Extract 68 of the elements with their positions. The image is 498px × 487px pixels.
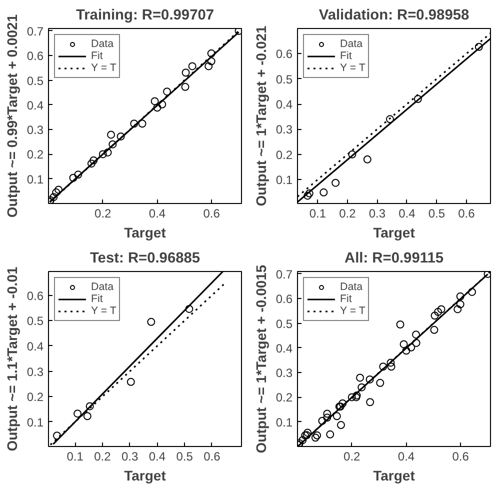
legend-label: Data [91, 38, 114, 50]
y-tick-label: 0.4 [26, 98, 44, 112]
y-tick-label: 0.5 [26, 74, 44, 88]
x-tick-label: 0.3 [121, 450, 138, 464]
x-tick-label: 0.6 [204, 450, 221, 464]
legend-label: Fit [340, 50, 353, 62]
y-tick-label: 0.7 [276, 267, 293, 282]
legend-label: Y = T [91, 305, 116, 317]
x-axis-title: Target [373, 224, 416, 240]
y-tick-label: 0.1 [26, 415, 44, 430]
x-axis-title: Target [124, 468, 166, 484]
x-tick-label: 0.4 [148, 450, 166, 464]
y-tick-label: 0.7 [26, 24, 44, 38]
y-tick-label: 0.2 [276, 148, 293, 162]
y-tick-label: 0.1 [26, 172, 44, 186]
y-tick-label: 0.3 [26, 123, 44, 138]
y-tick-label: 0.3 [26, 364, 44, 379]
x-tick-label: 0.2 [94, 450, 112, 464]
y-tick-label: 0.2 [26, 390, 44, 404]
chart-title: Validation: R=0.98958 [318, 8, 470, 24]
y-axis-title: Output ~= 0.99*Target + 0.0021 [4, 14, 20, 218]
x-tick-label: 0.6 [458, 206, 476, 220]
y-tick-label: 0.4 [276, 341, 293, 356]
x-tick-label: 0.3 [368, 206, 386, 220]
x-tick-label: 0.2 [339, 206, 356, 220]
x-axis-title: Target [124, 224, 166, 240]
legend-label: Data [340, 281, 363, 293]
chart-title: All: R=0.99115 [344, 250, 444, 266]
legend-label: Y = T [91, 62, 116, 74]
y-tick-label: 0.5 [276, 72, 293, 86]
y-tick-label: 0.6 [26, 288, 44, 303]
y-tick-label: 0.5 [276, 316, 293, 331]
legend-label: Data [340, 38, 363, 50]
x-tick-label: 0.4 [148, 206, 166, 220]
x-tick-label: 0.6 [452, 450, 470, 464]
y-tick-label: 0.6 [276, 47, 293, 62]
y-tick-label: 0.4 [26, 339, 44, 354]
x-tick-label: 0.4 [398, 450, 415, 464]
x-axis-title: Target [373, 468, 416, 484]
chart-title: Training: R=0.99707 [76, 8, 214, 24]
y-tick-label: 0.5 [26, 314, 44, 328]
y-tick-label: 0.6 [276, 292, 293, 306]
y-axis-title: Output ~= 1.1*Target + -0.01 [4, 266, 20, 452]
x-tick-label: 0.1 [309, 206, 326, 220]
x-tick-label: 0.5 [176, 450, 194, 464]
y-tick-label: 0.3 [276, 122, 293, 137]
y-tick-label: 0.3 [276, 366, 293, 380]
x-tick-label: 0.2 [344, 450, 361, 464]
x-tick-label: 0.2 [94, 206, 112, 220]
y-tick-label: 0.2 [276, 390, 293, 405]
y-axis-title: Output ~= 1*Target + -0.0015 [252, 264, 269, 454]
x-tick-label: 0.5 [428, 206, 446, 220]
legend-label: Y = T [340, 62, 366, 74]
y-tick-label: 0.4 [276, 98, 293, 112]
y-tick-label: 0.1 [276, 415, 293, 430]
chart-title: Test: R=0.96885 [90, 250, 200, 266]
y-axis-title: Output ~= 1*Target + -0.021 [252, 25, 269, 206]
x-tick-label: 0.6 [203, 206, 220, 220]
y-tick-label: 0.6 [26, 49, 44, 64]
legend-label: Fit [91, 50, 104, 62]
x-tick-label: 0.1 [66, 450, 84, 464]
legend-label: Fit [340, 293, 353, 305]
y-tick-label: 0.1 [276, 173, 293, 188]
legend-label: Data [91, 281, 114, 293]
legend-label: Y = T [340, 305, 366, 317]
legend-label: Fit [91, 293, 104, 305]
y-tick-label: 0.2 [26, 148, 44, 162]
x-tick-label: 0.4 [398, 206, 416, 220]
